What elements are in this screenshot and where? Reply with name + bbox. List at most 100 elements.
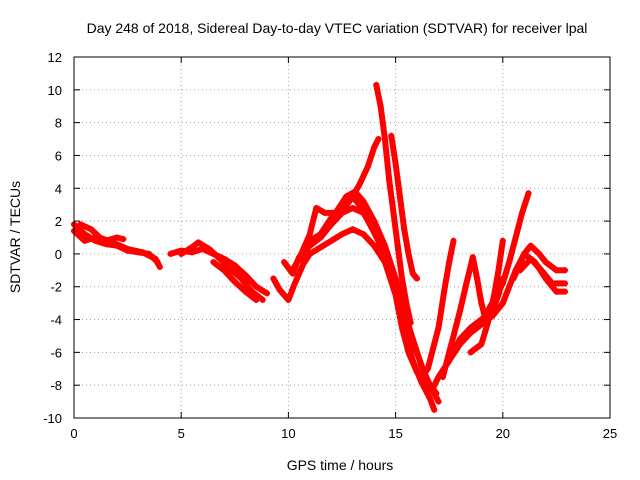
- data-point: [561, 267, 568, 274]
- data-point: [341, 204, 348, 211]
- data-point: [328, 237, 335, 244]
- data-point: [210, 259, 217, 266]
- data-point: [238, 275, 245, 282]
- data-point: [536, 250, 543, 257]
- data-point: [231, 278, 238, 285]
- data-point: [399, 275, 406, 282]
- series-track-12: [373, 81, 414, 326]
- data-point: [339, 231, 345, 238]
- data-point: [538, 267, 545, 274]
- y-tick-label: -8: [50, 378, 62, 393]
- data-point: [456, 308, 463, 315]
- data-point: [392, 283, 399, 290]
- data-point: [371, 144, 378, 151]
- y-tick-label: 4: [55, 181, 62, 196]
- data-point: [525, 190, 532, 197]
- data-point: [366, 221, 373, 228]
- data-point: [519, 209, 526, 216]
- data-point: [306, 231, 313, 238]
- data-series: [71, 81, 568, 413]
- data-point: [371, 218, 378, 225]
- series-track-18: [484, 190, 532, 315]
- x-tick-label: 20: [496, 426, 510, 441]
- data-point: [499, 237, 506, 244]
- data-point: [356, 181, 363, 188]
- data-point: [317, 231, 324, 238]
- data-point: [206, 245, 213, 252]
- axis-ticks: 0 5 10 15 20 25 -10 -8 -6 -4 -2 0 2 4 6 8 10 12: [43, 50, 617, 441]
- data-point: [484, 319, 491, 326]
- series-track-13: [388, 132, 421, 282]
- data-point: [463, 280, 470, 287]
- data-point: [231, 262, 238, 269]
- data-point: [77, 221, 84, 228]
- data-point: [339, 209, 345, 216]
- data-point: [561, 280, 568, 287]
- data-point: [195, 239, 202, 246]
- chart-title: Day 248 of 2018, Sidereal Day-to-day VTE…: [87, 20, 588, 36]
- data-point: [375, 237, 382, 244]
- data-point: [285, 296, 292, 303]
- series-track-5: [178, 239, 266, 303]
- data-point: [347, 196, 354, 203]
- data-point: [96, 234, 103, 241]
- x-tick-label: 0: [70, 426, 77, 441]
- y-tick-label: 8: [55, 116, 62, 131]
- y-tick-label: 2: [55, 214, 62, 229]
- data-point: [446, 259, 453, 266]
- x-tick-label: 15: [388, 426, 402, 441]
- data-point: [373, 81, 380, 88]
- y-tick-label: 10: [48, 83, 62, 98]
- data-point: [328, 214, 335, 221]
- series-line: [341, 136, 382, 211]
- data-point: [300, 259, 307, 266]
- data-point: [561, 288, 568, 295]
- data-point: [521, 250, 528, 257]
- data-point: [407, 319, 414, 326]
- data-point: [270, 275, 277, 282]
- data-point: [506, 283, 513, 290]
- data-point: [109, 239, 116, 246]
- data-point: [386, 177, 393, 184]
- data-point: [81, 231, 88, 238]
- data-point: [527, 255, 534, 262]
- data-point: [431, 390, 438, 397]
- series-line: [300, 193, 442, 405]
- data-point: [253, 283, 260, 290]
- y-tick-label: -2: [50, 280, 62, 295]
- data-point: [409, 357, 416, 364]
- data-point: [225, 264, 232, 271]
- data-point: [371, 242, 378, 249]
- data-point: [188, 244, 195, 251]
- data-point: [441, 283, 448, 290]
- data-point: [388, 132, 395, 139]
- data-point: [156, 264, 163, 271]
- data-point: [435, 398, 442, 405]
- y-tick-label: 0: [55, 247, 62, 262]
- y-tick-label: 6: [55, 148, 62, 163]
- data-point: [381, 136, 388, 143]
- data-point: [396, 193, 403, 200]
- data-point: [478, 316, 485, 323]
- data-point: [456, 336, 463, 343]
- data-point: [356, 201, 363, 208]
- data-point: [390, 209, 397, 216]
- data-point: [450, 332, 457, 339]
- data-point: [405, 250, 412, 257]
- series-track-3: [77, 221, 163, 271]
- y-axis-label: SDTVAR / TECUs: [7, 181, 23, 293]
- data-point: [289, 267, 296, 274]
- data-point: [360, 198, 367, 205]
- x-tick-label: 5: [178, 426, 185, 441]
- x-tick-label: 25: [603, 426, 617, 441]
- data-point: [403, 300, 410, 307]
- data-point: [527, 242, 534, 249]
- data-point: [88, 226, 95, 233]
- data-point: [446, 357, 453, 364]
- series-track-10: [300, 193, 442, 405]
- data-point: [484, 308, 491, 315]
- y-tick-label: -10: [43, 411, 62, 426]
- data-point: [349, 204, 356, 211]
- data-point: [553, 288, 560, 295]
